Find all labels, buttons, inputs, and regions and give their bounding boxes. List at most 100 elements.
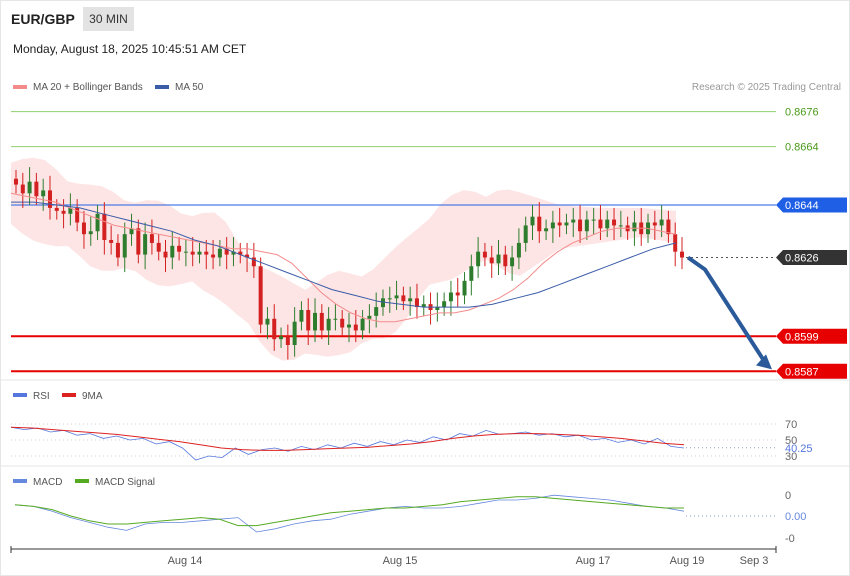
candle-body (313, 312, 318, 331)
candle-body (374, 307, 379, 316)
candle-body (360, 318, 365, 331)
candle-body (591, 219, 596, 221)
price-level-label-0.8599: 0.8599 (785, 331, 819, 343)
candle-body (136, 228, 141, 255)
candle-body (516, 242, 521, 258)
price-level-label-0.8644: 0.8644 (785, 200, 819, 212)
candle-body (292, 321, 297, 345)
candle-body (129, 228, 134, 235)
candle-body (319, 312, 324, 331)
macd-signal-legend-swatch (75, 479, 89, 483)
candle-body (530, 216, 535, 226)
rsi-current-label: 40.25 (785, 443, 813, 455)
candle-body (204, 251, 209, 255)
candle-body (170, 245, 175, 258)
candle-body (414, 298, 419, 308)
candle-body (265, 318, 270, 325)
ma50-legend-label: MA 50 (175, 82, 204, 93)
macd-line (14, 494, 685, 533)
credit-text: Research © 2025 Trading Central (692, 82, 841, 93)
candle-body (306, 310, 311, 331)
candle-body (224, 248, 229, 255)
candle-body (666, 219, 671, 235)
forecast-arrowhead (756, 354, 772, 370)
candle-body (401, 295, 406, 302)
price-level-tag-0.8626 (776, 250, 847, 265)
x-axis-label-aug-17: Aug 17 (576, 555, 611, 567)
price-level-tag-0.8599 (776, 328, 847, 344)
candle-body (279, 336, 284, 340)
rsi-level-label-30: 30 (785, 451, 797, 463)
candle-body (394, 295, 399, 299)
candle-body (333, 318, 338, 320)
candle-body (41, 190, 46, 197)
price-level-tag-0.8644 (776, 197, 847, 213)
rsi-line (10, 426, 685, 461)
symbol-title: EUR/GBP (11, 11, 75, 27)
x-axis-label-aug-19: Aug 19 (670, 555, 705, 567)
candle-body (197, 251, 202, 255)
candle-body (632, 222, 637, 232)
price-level-label-0.8664: 0.8664 (785, 142, 819, 154)
candle-body (455, 292, 460, 296)
candle-body (245, 254, 250, 258)
macd-legend-swatch (13, 479, 27, 483)
rsi-legend-swatch (13, 393, 27, 397)
candle-body (231, 251, 236, 255)
candle-body (258, 266, 263, 325)
candle-body (435, 307, 440, 310)
candle-body (612, 219, 617, 226)
candle-body (217, 248, 222, 258)
candle-body (88, 231, 93, 235)
candle-body (442, 301, 447, 308)
candle-body (347, 324, 351, 328)
candle-body (177, 245, 182, 252)
rsi-level-label-70: 70 (785, 419, 797, 431)
candle-body (75, 207, 80, 223)
candle-body (387, 298, 392, 300)
candle-body (680, 251, 684, 258)
candle-body (326, 318, 331, 331)
candle-body (47, 190, 52, 208)
price-level-label-0.8626: 0.8626 (785, 253, 819, 265)
candle-body (54, 207, 59, 211)
candle-body (211, 254, 216, 258)
price-level-tag-0.8587 (776, 363, 847, 379)
timeframe-badge[interactable]: 30 MIN (83, 7, 134, 31)
candle-body (482, 251, 487, 258)
candle-body (550, 222, 555, 229)
candle-body (340, 318, 345, 328)
candle-body (578, 219, 583, 232)
timestamp: Monday, August 18, 2025 10:45:51 AM CET (13, 42, 247, 56)
x-axis-label-aug-14: Aug 14 (168, 555, 203, 567)
candle-body (238, 251, 243, 255)
ma20-legend-swatch (13, 85, 27, 89)
candle-body (503, 254, 508, 267)
candle-body (489, 257, 494, 264)
candle-body (544, 228, 549, 232)
candle-body (605, 219, 610, 229)
candle-body (380, 298, 385, 308)
candle-body (190, 251, 195, 255)
candle-body (448, 292, 453, 302)
rsi-level-label-50: 50 (785, 435, 797, 447)
candle-body (149, 234, 154, 243)
candle-body (571, 219, 576, 223)
candle-body (20, 184, 25, 194)
forecast-arrow (686, 255, 767, 364)
rsi-ma-legend-swatch (62, 393, 76, 397)
candle-body (122, 234, 127, 258)
x-axis-label-aug-15: Aug 15 (383, 555, 418, 567)
candle-body (618, 225, 623, 227)
candle-body (115, 242, 120, 258)
candle-body (523, 225, 528, 243)
candle-body (95, 213, 100, 232)
candle-body (156, 242, 161, 252)
candle-body (353, 324, 358, 331)
candle-body (537, 216, 542, 232)
candle-body (285, 336, 290, 345)
candle-body (143, 234, 148, 255)
rsi-legend-label: RSI (33, 391, 50, 402)
macd-legend-label: MACD (33, 477, 62, 488)
